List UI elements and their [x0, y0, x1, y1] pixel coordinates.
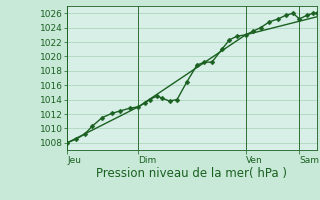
X-axis label: Pression niveau de la mer( hPa ): Pression niveau de la mer( hPa )	[97, 167, 287, 180]
